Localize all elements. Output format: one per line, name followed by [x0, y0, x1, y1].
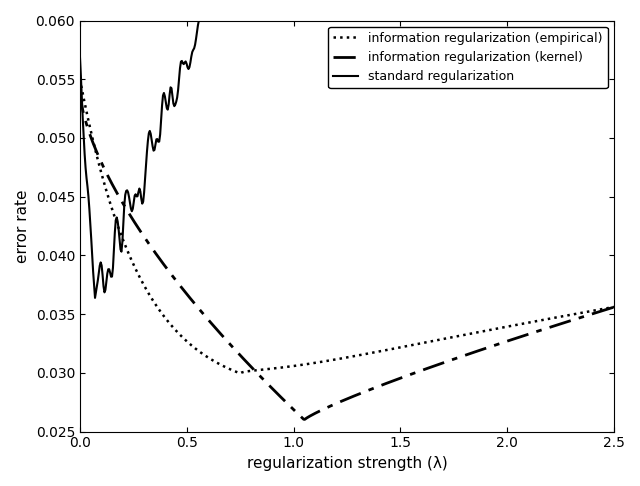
Line: standard regularization: standard regularization — [80, 20, 202, 298]
information regularization (empirical) — [515, 322, 523, 328]
information regularization (empirical) — [331, 357, 339, 363]
information regularization (empirical) — [598, 306, 606, 312]
standard regularization — [129, 206, 136, 212]
standard regularization — [166, 85, 174, 90]
information regularization (kernel) — [301, 417, 308, 422]
Legend: information regularization (empirical), information regularization (kernel), sta: information regularization (empirical), … — [328, 27, 608, 88]
Y-axis label: error rate: error rate — [15, 189, 30, 263]
information regularization (kernel) — [515, 334, 523, 340]
information regularization (empirical) — [76, 76, 84, 82]
information regularization (kernel) — [366, 387, 374, 393]
information regularization (kernel) — [598, 308, 606, 313]
standard regularization — [110, 248, 118, 254]
information regularization (empirical) — [236, 370, 243, 376]
standard regularization — [195, 17, 203, 23]
standard regularization — [91, 295, 99, 301]
Line: information regularization (empirical): information regularization (empirical) — [80, 79, 614, 373]
standard regularization — [157, 118, 165, 123]
information regularization (kernel) — [395, 376, 403, 382]
Line: information regularization (kernel): information regularization (kernel) — [80, 91, 614, 419]
information regularization (kernel) — [334, 400, 342, 406]
standard regularization — [140, 190, 148, 195]
standard regularization — [172, 99, 180, 104]
information regularization (empirical) — [334, 356, 342, 362]
standard regularization — [198, 17, 205, 23]
information regularization (kernel) — [76, 88, 84, 94]
information regularization (empirical) — [395, 345, 403, 350]
information regularization (empirical) — [366, 350, 374, 356]
information regularization (kernel) — [610, 304, 618, 310]
information regularization (empirical) — [610, 304, 618, 310]
X-axis label: regularization strength (λ): regularization strength (λ) — [246, 456, 447, 471]
standard regularization — [76, 53, 84, 59]
information regularization (kernel) — [331, 401, 339, 407]
